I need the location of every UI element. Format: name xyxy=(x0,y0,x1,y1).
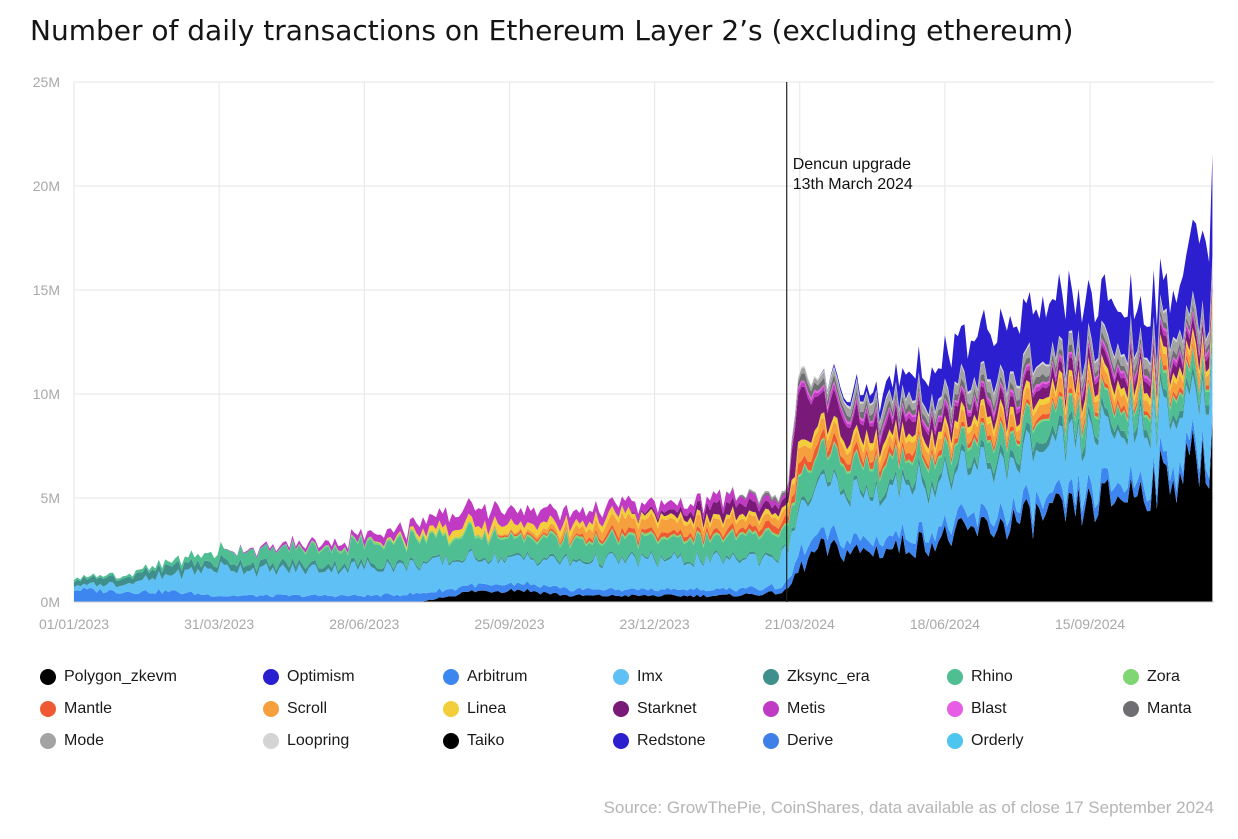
annotation-label-line1: Dencun upgrade xyxy=(793,156,911,173)
legend-label: Mantle xyxy=(64,700,113,717)
legend-swatch xyxy=(763,701,779,717)
legend-label: Imx xyxy=(637,668,663,685)
annotations: Dencun upgrade 13th March 2024 xyxy=(786,82,913,602)
legend-swatch xyxy=(40,669,56,685)
y-tick-label: 25M xyxy=(33,74,60,90)
x-tick-label: 18/06/2024 xyxy=(910,616,980,632)
legend-label: Rhino xyxy=(971,668,1013,685)
legend-swatch xyxy=(1123,669,1139,685)
legend-item-zksync-era: Zksync_era xyxy=(763,666,870,688)
x-tick-label: 15/09/2024 xyxy=(1055,616,1125,632)
legend-swatch xyxy=(443,733,459,749)
legend-label: Taiko xyxy=(467,732,505,749)
legend-swatch xyxy=(443,701,459,717)
area-series-imx xyxy=(74,340,1213,598)
legend-item-mantle: Mantle xyxy=(40,698,112,720)
legend-item-blast: Blast xyxy=(947,698,1007,720)
legend-label: Linea xyxy=(467,700,507,717)
legend-label: Scroll xyxy=(287,700,328,717)
legend-item-optimism: Optimism xyxy=(263,666,355,688)
legend-item-derive: Derive xyxy=(763,730,833,752)
legend-item-scroll: Scroll xyxy=(263,698,327,720)
legend-swatch xyxy=(613,669,629,685)
axes: 0M 5M 10M 15M 20M 25M 01/01/2023 31/03/2023 28/0… xyxy=(33,74,1214,632)
y-tick-label: 10M xyxy=(33,386,60,402)
legend-label: Derive xyxy=(787,732,834,749)
legend-label: Blast xyxy=(971,700,1007,717)
y-tick-label: 0M xyxy=(41,594,60,610)
legend-label: Loopring xyxy=(287,732,350,749)
legend-swatch xyxy=(947,733,963,749)
legend-item-loopring: Loopring xyxy=(263,730,349,752)
source-note: Source: GrowThePie, CoinShares, data ava… xyxy=(603,798,1214,817)
legend-label: Redstone xyxy=(637,732,706,749)
legend-item-mode: Mode xyxy=(40,730,104,752)
legend-item-rhino: Rhino xyxy=(947,666,1013,688)
legend-swatch xyxy=(40,701,56,717)
area-series-taiko xyxy=(74,422,1213,602)
x-tick-label: 31/03/2023 xyxy=(184,616,254,632)
x-tick-label: 21/03/2024 xyxy=(765,616,835,632)
annotation-label-line2: 13th March 2024 xyxy=(793,176,913,193)
x-tick-label: 25/09/2023 xyxy=(474,616,544,632)
legend-swatch xyxy=(263,701,279,717)
legend-label: Zksync_era xyxy=(787,668,870,685)
legend-item-zora: Zora xyxy=(1123,666,1180,688)
chart-title: Number of daily transactions on Ethereum… xyxy=(30,14,1074,47)
y-tick-label: 15M xyxy=(33,282,60,298)
legend-item-arbitrum: Arbitrum xyxy=(443,666,527,688)
area-series-scroll xyxy=(74,296,1213,580)
legend-swatch xyxy=(40,733,56,749)
legend-label: Polygon_zkevm xyxy=(64,668,177,685)
area-series-arbitrum xyxy=(74,407,1213,602)
legend-item-manta: Manta xyxy=(1123,698,1191,720)
y-tick-label: 5M xyxy=(41,490,60,506)
legend-label: Metis xyxy=(787,700,826,717)
y-tick-label: 20M xyxy=(33,178,60,194)
legend-swatch xyxy=(263,733,279,749)
legend-swatch xyxy=(1123,701,1139,717)
legend-label: Orderly xyxy=(971,732,1024,749)
legend-label: Arbitrum xyxy=(467,668,528,685)
chart-svg: 0M 5M 10M 15M 20M 25M 01/01/2023 31/03/2023 28/0… xyxy=(33,74,1214,632)
legend-item-orderly: Orderly xyxy=(947,730,1023,752)
area-series-group xyxy=(74,154,1213,602)
legend-item-starknet: Starknet xyxy=(613,698,697,720)
legend-label: Zora xyxy=(1147,668,1180,685)
legend-item-imx: Imx xyxy=(613,666,663,688)
legend-swatch xyxy=(947,669,963,685)
legend-swatch xyxy=(763,733,779,749)
legend-swatch xyxy=(263,669,279,685)
legend-label: Mode xyxy=(64,732,105,749)
legend-label: Optimism xyxy=(287,668,355,685)
x-tick-label: 28/06/2023 xyxy=(329,616,399,632)
legend-item-polygon-zkevm: Polygon_zkevm xyxy=(40,666,177,688)
legend-swatch xyxy=(443,669,459,685)
x-tick-label: 23/12/2023 xyxy=(620,616,690,632)
legend-label: Starknet xyxy=(637,700,697,717)
legend-item-metis: Metis xyxy=(763,698,825,720)
legend-item-taiko: Taiko xyxy=(443,730,504,752)
legend-swatch xyxy=(613,701,629,717)
legend-swatch xyxy=(763,669,779,685)
legend-label: Manta xyxy=(1147,700,1192,717)
legend-item-linea: Linea xyxy=(443,698,506,720)
x-tick-label: 01/01/2023 xyxy=(39,616,109,632)
legend-swatch xyxy=(613,733,629,749)
legend-item-redstone: Redstone xyxy=(613,730,706,752)
legend-swatch xyxy=(947,701,963,717)
